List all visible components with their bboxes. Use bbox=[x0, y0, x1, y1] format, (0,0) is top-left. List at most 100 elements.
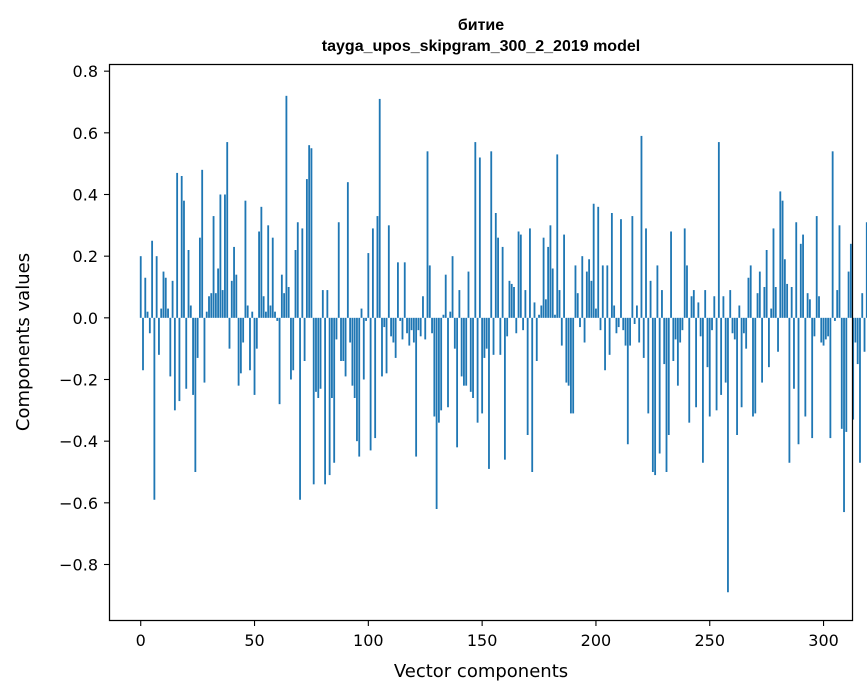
bar-238 bbox=[681, 317, 684, 331]
bar-283 bbox=[783, 259, 786, 318]
bar-55 bbox=[265, 311, 267, 318]
bar-33 bbox=[214, 293, 217, 318]
bar-155 bbox=[492, 317, 495, 355]
chart-title: битие bbox=[458, 17, 504, 34]
bar-0 bbox=[139, 256, 142, 318]
bar-12 bbox=[167, 308, 169, 318]
bar-116 bbox=[403, 262, 406, 318]
bar-232 bbox=[667, 317, 670, 435]
bar-125 bbox=[424, 317, 427, 340]
bar-179 bbox=[547, 246, 550, 318]
bar-98 bbox=[362, 317, 365, 380]
bar-76 bbox=[312, 317, 315, 485]
bar-101 bbox=[369, 317, 372, 451]
bar-50 bbox=[253, 317, 256, 395]
bar-91 bbox=[346, 182, 349, 318]
x-axis-label: Vector components bbox=[394, 661, 568, 682]
bar-26 bbox=[198, 237, 201, 318]
bar-59 bbox=[274, 311, 276, 318]
bar-series bbox=[139, 95, 867, 593]
y-tick-label: 0.6 bbox=[73, 124, 98, 143]
bar-105 bbox=[378, 98, 381, 318]
y-tick-label: 0.4 bbox=[73, 186, 98, 205]
bar-43 bbox=[237, 317, 240, 386]
bar-265 bbox=[742, 317, 745, 334]
bar-113 bbox=[397, 262, 399, 318]
bar-140 bbox=[458, 290, 461, 318]
bar-46 bbox=[244, 200, 247, 318]
bar-31 bbox=[210, 293, 213, 318]
bar-220 bbox=[640, 135, 643, 318]
bar-243 bbox=[692, 290, 695, 318]
bar-62 bbox=[280, 274, 283, 318]
bar-236 bbox=[676, 317, 679, 386]
bar-177 bbox=[542, 237, 545, 318]
bar-256 bbox=[722, 296, 725, 318]
bar-299 bbox=[820, 317, 823, 343]
bar-284 bbox=[786, 283, 789, 318]
bar-23 bbox=[192, 317, 194, 395]
bar-41 bbox=[233, 246, 235, 318]
bar-141 bbox=[460, 317, 463, 377]
y-axis-label: Components values bbox=[13, 253, 34, 431]
bar-227 bbox=[656, 265, 659, 318]
bar-88 bbox=[340, 317, 342, 361]
bar-24 bbox=[194, 317, 197, 472]
bar-90 bbox=[344, 317, 347, 377]
bar-235 bbox=[674, 317, 677, 340]
bar-318 bbox=[863, 317, 866, 352]
bar-92 bbox=[349, 317, 352, 343]
bar-4 bbox=[148, 317, 151, 334]
bar-47 bbox=[246, 305, 249, 318]
bar-126 bbox=[426, 151, 429, 318]
bar-248 bbox=[704, 290, 707, 318]
x-tick-label: 200 bbox=[581, 631, 612, 650]
bar-311 bbox=[847, 271, 850, 318]
bar-191 bbox=[574, 265, 577, 318]
bar-22 bbox=[189, 305, 192, 318]
bar-203 bbox=[601, 265, 604, 318]
bar-7 bbox=[155, 256, 158, 318]
bar-259 bbox=[729, 290, 732, 318]
bar-142 bbox=[463, 317, 465, 386]
bar-221 bbox=[642, 317, 645, 358]
bar-58 bbox=[271, 237, 274, 318]
bar-255 bbox=[720, 317, 723, 395]
x-tick-label: 150 bbox=[467, 631, 498, 650]
bar-49 bbox=[251, 311, 254, 318]
bar-279 bbox=[774, 287, 777, 318]
bar-86 bbox=[335, 317, 338, 340]
bar-48 bbox=[249, 317, 251, 371]
bar-309 bbox=[843, 317, 845, 513]
bar-87 bbox=[337, 222, 340, 318]
bar-10 bbox=[162, 271, 165, 318]
bar-66 bbox=[290, 317, 292, 380]
bar-215 bbox=[629, 317, 631, 346]
bar-216 bbox=[631, 216, 634, 318]
bar-80 bbox=[321, 290, 324, 318]
bar-57 bbox=[269, 305, 272, 318]
bar-281 bbox=[779, 191, 782, 318]
bar-132 bbox=[440, 317, 443, 411]
bar-289 bbox=[797, 317, 800, 445]
bar-287 bbox=[793, 317, 795, 389]
bar-117 bbox=[406, 317, 408, 334]
bar-291 bbox=[802, 234, 804, 318]
bar-222 bbox=[645, 228, 647, 318]
bar-77 bbox=[315, 317, 317, 392]
bar-269 bbox=[752, 317, 754, 417]
bar-180 bbox=[549, 225, 552, 318]
bar-53 bbox=[260, 206, 263, 318]
bar-65 bbox=[287, 287, 290, 318]
bar-300 bbox=[822, 317, 825, 346]
bar-75 bbox=[310, 148, 313, 318]
bar-124 bbox=[422, 296, 424, 318]
bar-52 bbox=[258, 231, 260, 318]
bar-312 bbox=[849, 243, 852, 318]
bar-32 bbox=[212, 216, 215, 318]
bar-169 bbox=[524, 290, 527, 318]
bar-202 bbox=[599, 317, 602, 331]
bar-165 bbox=[515, 317, 518, 334]
bar-139 bbox=[456, 317, 459, 448]
bar-84 bbox=[331, 317, 333, 398]
